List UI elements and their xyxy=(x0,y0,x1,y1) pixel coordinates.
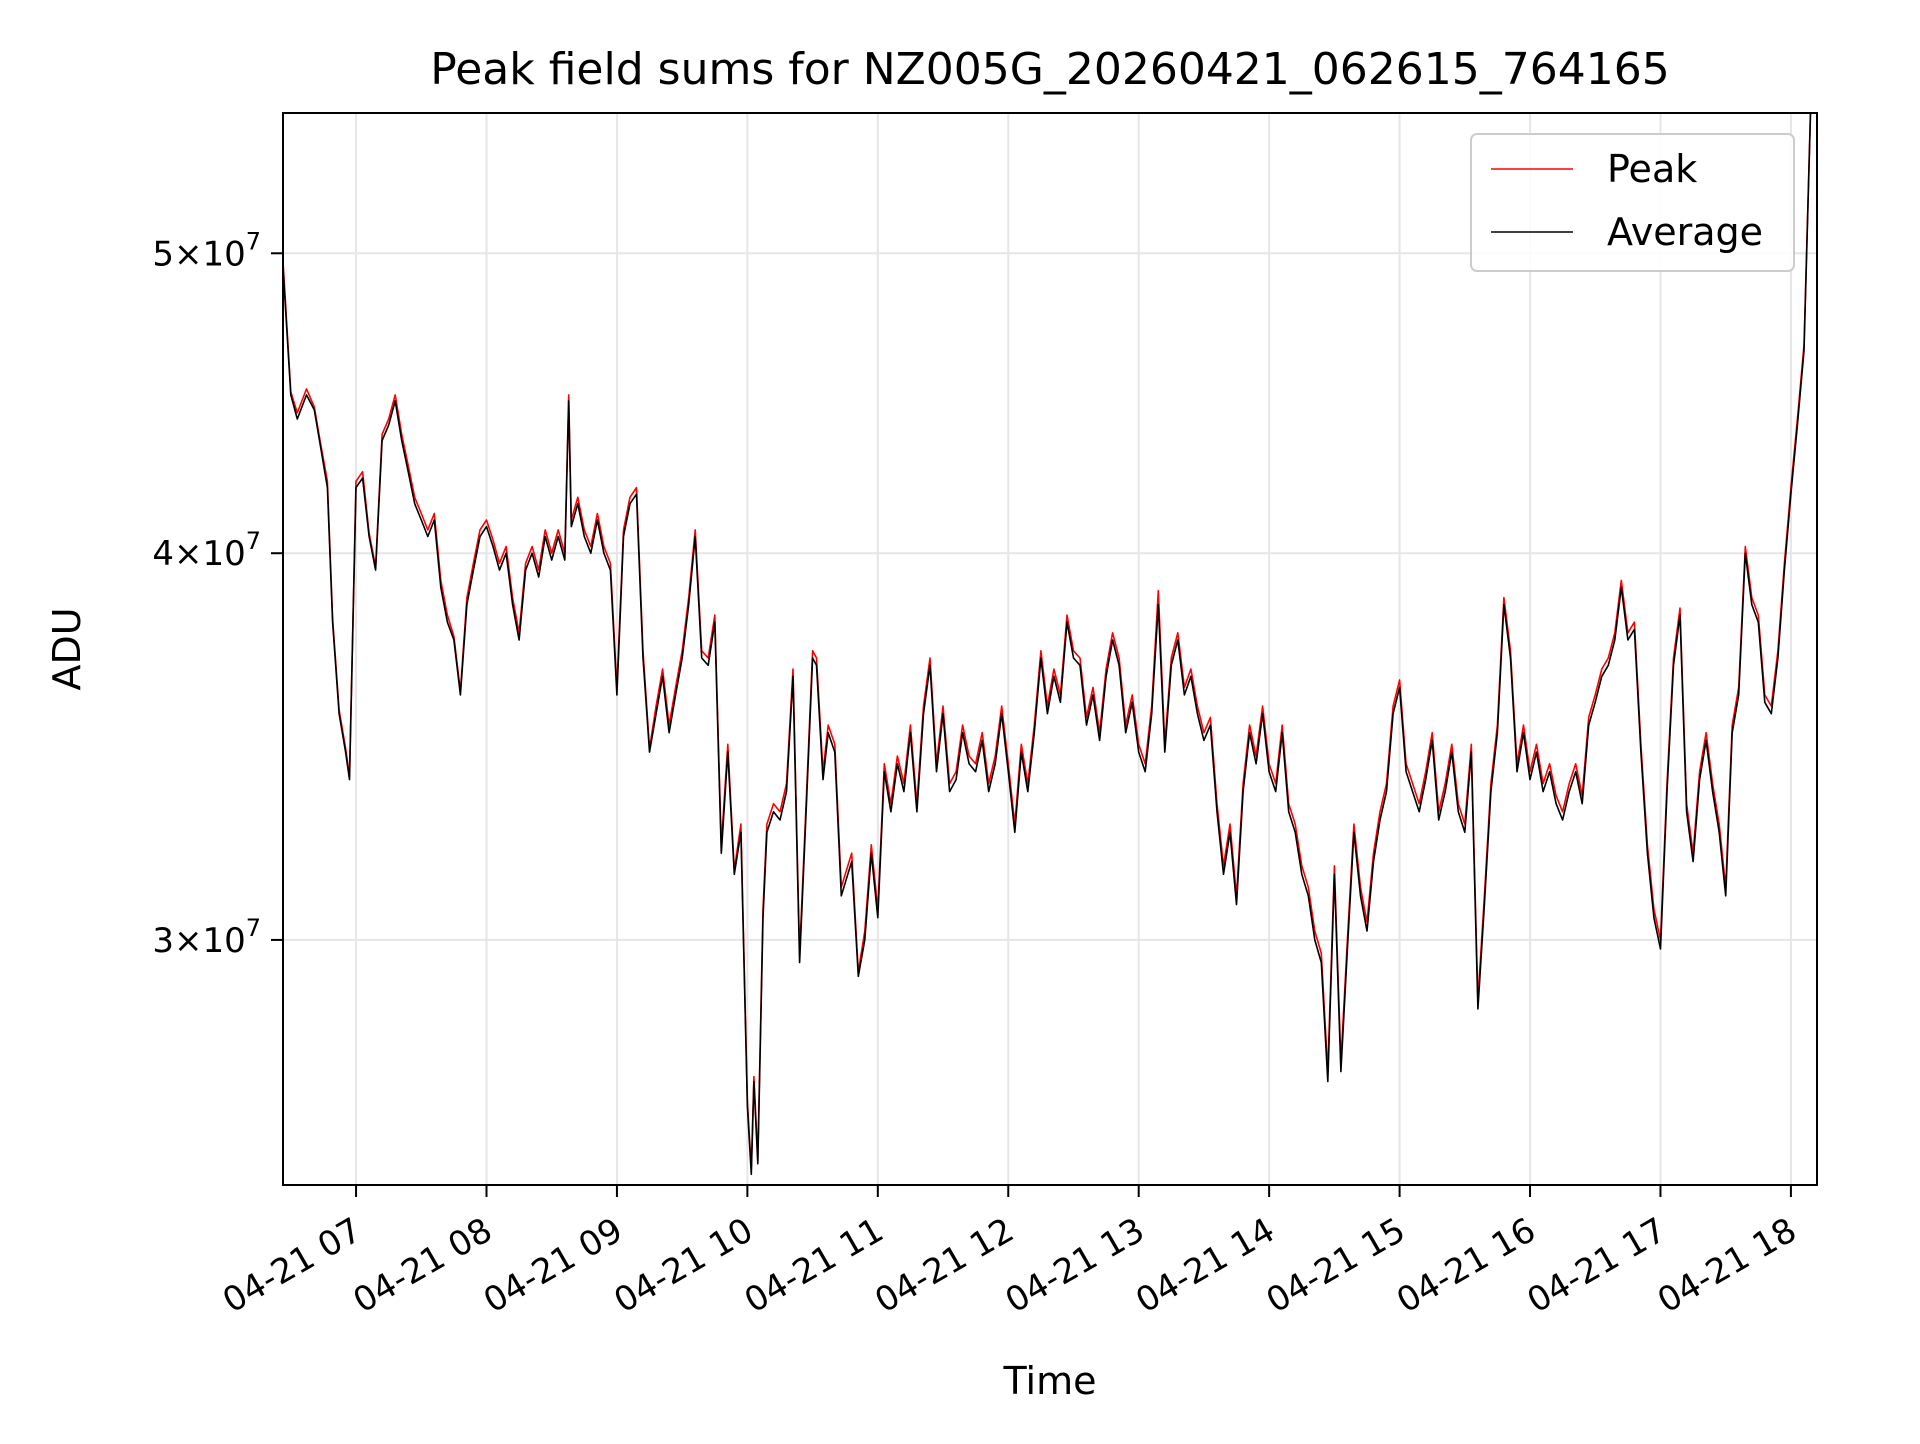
y-tick-mantissa: 5 xyxy=(152,234,174,274)
y-tick-times-ten: ×10 xyxy=(174,921,246,961)
y-tick-label: 3×107 xyxy=(152,914,261,961)
y-tick-exponent: 7 xyxy=(246,914,261,942)
y-axis-label: ADU xyxy=(45,607,89,690)
grid xyxy=(283,113,1817,1185)
y-tick-times-ten: ×10 xyxy=(174,534,246,574)
plot-frame xyxy=(282,112,1818,1186)
legend-label-peak: Peak xyxy=(1607,147,1697,191)
y-tick-times-ten: ×10 xyxy=(174,234,246,274)
x-axis-label: Time xyxy=(1003,1359,1097,1403)
y-tick-exponent: 7 xyxy=(246,527,261,555)
y-tick-label: 5×107 xyxy=(152,227,261,274)
legend-label-average: Average xyxy=(1607,210,1763,254)
legend: Peak Average xyxy=(1470,133,1795,272)
chart-title: Peak field sums for NZ005G_20260421_0626… xyxy=(430,44,1669,95)
y-tick-label: 4×107 xyxy=(152,527,261,574)
y-tick-mantissa: 4 xyxy=(152,534,174,574)
series-layer xyxy=(283,113,1812,1176)
series-line-average xyxy=(283,113,1812,1176)
y-tick-exponent: 7 xyxy=(246,227,261,255)
y-tick-mantissa: 3 xyxy=(152,921,174,961)
